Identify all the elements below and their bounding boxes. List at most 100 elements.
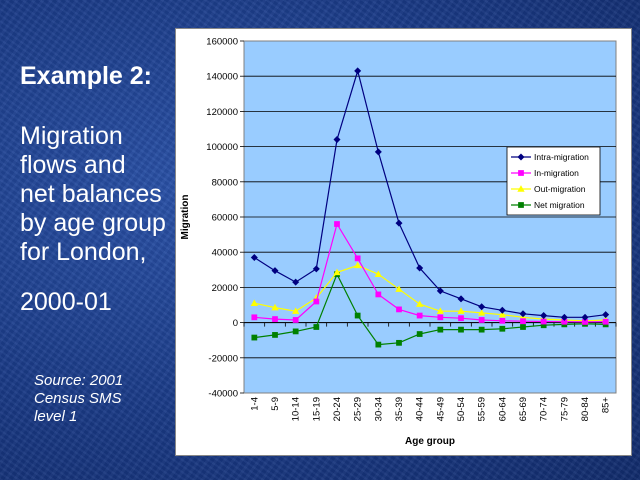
y-axis-label: Migration [180,195,191,240]
legend-marker [517,153,525,161]
data-point [437,326,444,333]
slide-year: 2000-01 [20,288,112,316]
x-tick-label: 55-59 [477,397,488,421]
data-point [436,307,444,314]
x-tick-label: 85+ [601,397,612,414]
legend-marker [518,170,524,176]
data-point [540,318,547,325]
data-point [333,268,341,276]
data-point [498,310,506,318]
data-point [374,148,382,156]
slide-heading: Example 2: [20,62,153,90]
x-tick-label: 70-74 [539,397,550,421]
legend-entry: In-migration [511,168,579,178]
data-point [313,324,320,330]
data-point [520,318,526,325]
data-point [250,299,258,306]
body-line: net balances [20,180,162,208]
data-point [292,307,300,314]
y-tick-label: -20000 [208,353,238,364]
series-in-migration [251,221,609,325]
x-tick-label: 40-44 [415,397,426,421]
data-point [313,298,320,305]
x-tick-label: 45-49 [435,397,446,421]
data-point [478,326,485,333]
data-point [251,314,258,321]
source-note: Source: 2001 Census SMS level 1 [34,372,154,426]
data-point [478,309,486,316]
data-point [251,334,258,341]
data-point [374,270,382,277]
x-tick-label: 80-84 [580,397,591,421]
chart-container: -40000 -20000 0 20000 40000 60000 80000 100000 1… [175,28,632,456]
legend-entry: Out-migration [511,184,586,194]
series-line [253,68,606,318]
x-tick-label: 10-14 [291,397,302,421]
data-point [540,312,548,320]
x-tick-label: 30-34 [373,397,384,421]
data-point [395,219,403,227]
y-tick-label: 100000 [206,142,238,153]
data-point [272,332,278,338]
data-point [354,261,362,269]
x-tick-label: 50-54 [456,397,467,421]
legend-entry: Intra-migration [511,152,589,162]
data-point [416,300,424,307]
migration-chart: -40000 -20000 0 20000 40000 60000 80000 100000 1… [180,37,617,447]
data-point [560,313,568,321]
data-point [354,255,361,262]
data-point [416,312,423,319]
legend-label: In-migration [534,168,579,178]
source-line: Census SMS [34,390,122,407]
data-point [602,311,610,319]
data-point [457,295,465,303]
legend-label: Intra-migration [534,152,589,162]
legend-entry: Net migration [511,200,585,210]
data-point [312,265,320,273]
x-tick-label: 25-29 [353,397,364,421]
data-point [375,341,382,348]
legend-marker [518,202,524,208]
data-point [437,314,444,321]
x-tick-label: 60-64 [497,397,508,421]
data-point [458,326,464,333]
y-tick-label: 40000 [212,248,238,259]
data-point [436,287,444,295]
x-tick-label: 20-24 [332,397,343,421]
data-point [292,278,300,286]
x-tick-label: 75-79 [559,397,570,421]
data-point [292,328,299,335]
source-line: level 1 [34,408,78,425]
data-point [354,67,362,75]
body-line: for London, [20,238,147,266]
data-point [581,313,589,321]
slide-body: Migration flows and net balances by age … [20,122,178,267]
data-point [458,315,464,322]
data-point [272,316,278,322]
data-point [292,317,299,323]
data-point [271,267,279,275]
data-point [395,285,403,292]
data-point [519,310,527,318]
data-point [499,325,506,332]
series-line [254,222,606,323]
data-point [396,306,402,313]
series-line [254,272,606,346]
y-tick-label: 20000 [212,283,238,294]
data-point [354,312,361,319]
series-line [254,264,606,322]
x-tick-label: 35-39 [394,397,405,421]
data-point [333,136,341,144]
data-point [396,339,402,346]
body-line: by age group [20,209,166,237]
x-tick-label: 5-9 [270,397,281,411]
body-line: Migration [20,122,123,150]
legend-label: Out-migration [534,184,586,194]
legend-label: Net migration [534,200,585,210]
data-point [520,324,526,330]
chart-legend: Intra-migration In-migration Out-migration… [506,146,601,216]
data-point [602,318,609,325]
data-point [457,307,465,314]
x-tick-label: 1-4 [249,397,260,411]
data-point [271,303,279,311]
